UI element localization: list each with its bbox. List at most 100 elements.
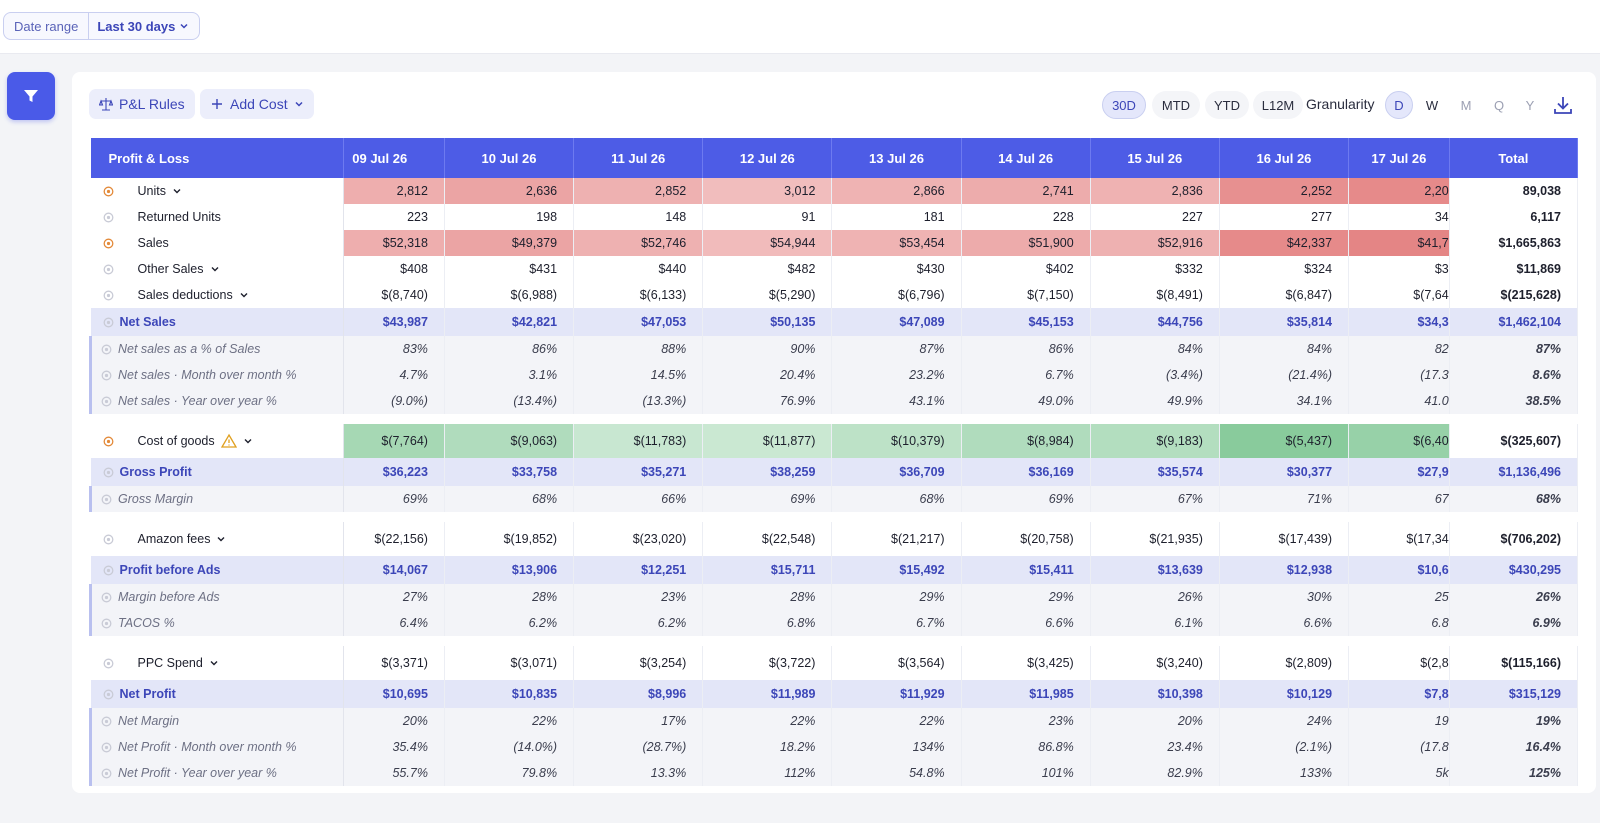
value-cell: 228: [961, 204, 1091, 230]
header-date[interactable]: 15 Jul 26: [1090, 138, 1220, 178]
value-cell: $42,337: [1219, 230, 1350, 256]
row-label: Net Sales: [103, 315, 343, 329]
header-date[interactable]: 14 Jul 26: [961, 138, 1091, 178]
value-cell: 35.4%: [343, 734, 445, 760]
date-range-value-text: Last 30 days: [97, 18, 176, 34]
value-cell: (2.1%): [1219, 734, 1350, 760]
top-bar: Date range Last 30 days: [0, 0, 1600, 54]
ratio-row: TACOS % 6.4% 6.2% 6.2% 6.8% 6.7% 6.6% 6.1% 6.6% 6…: [88, 610, 1579, 636]
row-label-text: Net Profit · Month over month %: [118, 740, 297, 754]
value-cell: 86%: [444, 336, 575, 362]
value-cell: 30%: [1219, 584, 1350, 610]
value-cell: $(3,425): [961, 646, 1091, 680]
row-label: TACOS %: [101, 616, 343, 630]
row-label-cell: Net Profit · Year over year %: [88, 760, 345, 786]
metric-icon: [101, 742, 112, 752]
value-cell: 23%: [573, 584, 704, 610]
metric-source-icon: [103, 436, 113, 446]
row-label-cell[interactable]: Units: [90, 178, 345, 204]
row-label-cell: Returned Units: [90, 204, 345, 230]
header-date[interactable]: 16 Jul 26: [1219, 138, 1350, 178]
value-cell: 84%: [1219, 336, 1350, 362]
row-label-cell[interactable]: Sales deductions: [90, 282, 345, 308]
value-cell: 79.8%: [444, 760, 575, 786]
header-date[interactable]: 17 Jul 26: [1348, 138, 1450, 178]
period-ytd[interactable]: YTD: [1205, 91, 1249, 119]
granularity-q[interactable]: Q: [1493, 97, 1505, 113]
granularity-w[interactable]: W: [1425, 97, 1439, 113]
row-label-cell[interactable]: PPC Spend: [90, 646, 345, 680]
value-cell: $(6,796): [831, 282, 962, 308]
metric-icon: [101, 592, 112, 602]
value-cell: 86%: [961, 336, 1091, 362]
total-cell: 8.6%: [1449, 362, 1579, 388]
chevron-down-icon[interactable]: [210, 264, 220, 274]
total-cell: 125%: [1449, 760, 1579, 786]
granularity-m[interactable]: M: [1460, 97, 1472, 113]
header-date[interactable]: 11 Jul 26: [573, 138, 704, 178]
add-cost-button[interactable]: Add Cost: [200, 89, 314, 119]
chevron-down-icon: [180, 23, 188, 29]
value-cell: 22%: [702, 708, 833, 734]
value-cell: $14,067: [343, 556, 445, 584]
date-range-picker[interactable]: Date range Last 30 days: [3, 12, 201, 40]
metric-icon: [103, 689, 113, 699]
value-cell: 71%: [1219, 486, 1350, 512]
row-label-cell[interactable]: Other Sales: [90, 256, 345, 282]
download-icon[interactable]: [1552, 94, 1574, 116]
chevron-down-icon[interactable]: [243, 436, 253, 446]
header-date[interactable]: 13 Jul 26: [831, 138, 962, 178]
metric-icon: [103, 317, 113, 327]
value-cell: 66%: [573, 486, 704, 512]
total-cell: 38.5%: [1449, 388, 1579, 414]
value-cell: 133%: [1219, 760, 1350, 786]
value-cell: 2,866: [831, 178, 962, 204]
value-cell: 55.7%: [343, 760, 445, 786]
period-30d[interactable]: 30D: [1102, 91, 1146, 119]
total-cell: 87%: [1449, 336, 1579, 362]
value-cell: $42,821: [444, 308, 575, 336]
value-cell: $27,9: [1348, 458, 1450, 486]
value-cell: $(11,877): [702, 424, 833, 458]
value-cell: 277: [1219, 204, 1350, 230]
date-range-value[interactable]: Last 30 days: [89, 13, 199, 39]
granularity-y[interactable]: Y: [1525, 97, 1535, 113]
chevron-down-icon[interactable]: [216, 534, 226, 544]
total-cell: $(325,607): [1449, 424, 1579, 458]
total-cell: 26%: [1449, 584, 1579, 610]
warning-icon: [220, 433, 237, 448]
period-mtd[interactable]: MTD: [1152, 91, 1200, 119]
value-cell: $(7,764): [343, 424, 445, 458]
chevron-down-icon[interactable]: [209, 658, 219, 668]
chevron-down-icon[interactable]: [239, 290, 249, 300]
header-date[interactable]: 09 Jul 26: [343, 138, 445, 178]
row-label: Net Profit · Year over year %: [101, 766, 343, 780]
value-cell: 223: [343, 204, 445, 230]
granularity-d[interactable]: D: [1385, 91, 1413, 119]
value-cell: 41.0: [1348, 388, 1450, 414]
value-cell: 6.2%: [444, 610, 575, 636]
header-date[interactable]: 12 Jul 26: [702, 138, 833, 178]
row-label: Net sales as a % of Sales: [101, 342, 343, 356]
value-cell: (13.4%): [444, 388, 575, 414]
filter-button[interactable]: [7, 72, 55, 120]
pl-rules-button[interactable]: P&L Rules: [89, 89, 195, 119]
value-cell: $(5,437): [1219, 424, 1350, 458]
period-l12m[interactable]: L12M: [1253, 91, 1303, 119]
value-cell: (17.3: [1348, 362, 1450, 388]
chevron-down-icon[interactable]: [172, 186, 182, 196]
value-cell: $52,318: [343, 230, 445, 256]
value-cell: 28%: [444, 584, 575, 610]
row-label-cell[interactable]: Cost of goods: [90, 424, 345, 458]
spacer-cell: [91, 512, 1578, 522]
value-cell: $(3,254): [573, 646, 704, 680]
value-cell: $11,929: [831, 680, 962, 708]
row-label-cell[interactable]: Amazon fees: [90, 522, 345, 556]
spacer-cell: [91, 636, 1578, 646]
header-date[interactable]: 10 Jul 26: [444, 138, 575, 178]
total-cell: $(115,166): [1449, 646, 1579, 680]
table-row: Amazon fees $(22,156) $(19,852) $(23,020) $(…: [90, 522, 1579, 556]
subtotal-row: Gross Profit $36,223 $33,758 $35,271 $38,259…: [90, 458, 1579, 486]
value-cell: $(3,564): [831, 646, 962, 680]
row-label: Amazon fees: [103, 532, 343, 546]
